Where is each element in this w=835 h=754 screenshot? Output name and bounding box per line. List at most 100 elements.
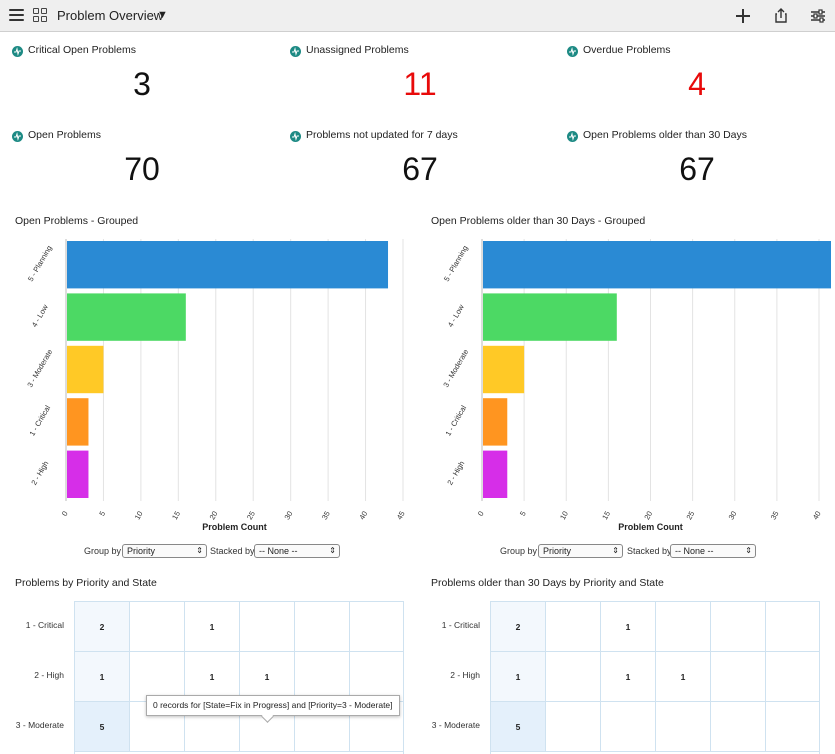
x-tick-label: 45	[395, 510, 407, 522]
score-activity-icon	[290, 46, 301, 57]
x-tick-label: 25	[245, 510, 257, 522]
dashboard-dropdown-caret-icon[interactable]: ▼	[157, 9, 168, 21]
score-value[interactable]: 67	[679, 151, 715, 187]
pivot-cell[interactable]	[349, 651, 404, 701]
group-by-select[interactable]: Priority ⇕	[122, 544, 207, 558]
y-tick-label: 2 - High	[29, 459, 50, 486]
pivot-row-label: 1 - Critical	[25, 620, 64, 630]
x-tick-label: 30	[282, 510, 294, 522]
pivot-cell[interactable]	[545, 601, 600, 651]
pivot-cell[interactable]	[239, 601, 294, 651]
pivot-cell[interactable]	[655, 601, 710, 651]
dashboard-grid-icon[interactable]	[33, 8, 47, 22]
pivot-cell[interactable]	[765, 651, 820, 701]
pivot-cell[interactable]	[765, 701, 820, 751]
bar-1-critical[interactable]	[67, 398, 89, 446]
bar-chart-open-problems: 0 5 10 15 20 25 30 35 40 45 5 - Planning 4 - Low 3 -…	[25, 239, 407, 532]
bar-1-critical[interactable]	[483, 398, 508, 446]
score-widget-overdue-problems[interactable]: Overdue Problems 4	[567, 44, 835, 114]
stacked-by-select[interactable]: -- None -- ⇕	[254, 544, 340, 558]
pivot-cell[interactable]	[129, 651, 184, 701]
score-widget-critical-open-problems[interactable]: Critical Open Problems 3	[12, 44, 282, 114]
score-label: Critical Open Problems	[28, 44, 136, 56]
pivot-cell[interactable]: 1	[74, 651, 129, 701]
pivot-cell[interactable]	[600, 701, 655, 751]
x-tick-label: 35	[320, 510, 332, 522]
bar-5-planning[interactable]	[67, 241, 389, 289]
pivot-cell[interactable]: 2	[74, 601, 129, 651]
pivot-cell[interactable]	[129, 601, 184, 651]
group-by-select[interactable]: Priority ⇕	[538, 544, 623, 558]
chart-title: Open Problems older than 30 Days - Group…	[431, 215, 646, 227]
pivot-cell[interactable]	[294, 601, 349, 651]
pivot-cell[interactable]	[545, 701, 600, 751]
pivot-cell[interactable]: 2	[490, 601, 545, 651]
pivot-cell[interactable]: 5	[74, 701, 129, 751]
pivot-cell[interactable]	[294, 651, 349, 701]
filter-settings-icon[interactable]	[807, 5, 829, 27]
x-tick-label: 15	[600, 510, 612, 522]
pivot-cell[interactable]	[545, 651, 600, 701]
pivot-next-row	[490, 751, 820, 754]
score-value[interactable]: 3	[133, 66, 151, 102]
pivot-cell[interactable]: 1	[490, 651, 545, 701]
bar-5-planning[interactable]	[483, 241, 831, 289]
pivot-cell[interactable]: 1	[184, 601, 239, 651]
pivot-table-priority-state: 1 - Critical 2 1 2 - High 1 1 1 3 - Moderate 5	[0, 600, 410, 754]
pivot-cell[interactable]: 1	[655, 651, 710, 701]
pivot-cell[interactable]: 1	[600, 651, 655, 701]
bar-3-moderate[interactable]	[483, 345, 525, 394]
score-label: Problems not updated for 7 days	[306, 129, 458, 141]
dashboard-title[interactable]: Problem Overview	[57, 8, 164, 23]
score-widget-open-problems[interactable]: Open Problems 70	[12, 129, 282, 199]
add-widget-icon[interactable]	[732, 5, 754, 27]
pivot-cell[interactable]: 1	[600, 601, 655, 651]
pivot-row-label: 1 - Critical	[441, 620, 480, 630]
pivot-tooltip: 0 records for [State=Fix in Progress] an…	[146, 695, 400, 716]
score-activity-icon	[567, 131, 578, 142]
score-value[interactable]: 67	[402, 151, 438, 187]
pivot-cell[interactable]	[710, 701, 765, 751]
score-activity-icon	[290, 131, 301, 142]
pivot-cell[interactable]: 1	[184, 651, 239, 701]
y-tick-label: 3 - Moderate	[441, 348, 470, 389]
x-tick-label: 25	[684, 510, 696, 522]
pivot-next-row	[74, 751, 404, 754]
bar-2-high[interactable]	[67, 450, 89, 498]
pivot-cell[interactable]	[349, 601, 404, 651]
pivot-cell[interactable]: 5	[490, 701, 545, 751]
pivot-row-label: 3 - Moderate	[15, 720, 64, 730]
bar-2-high[interactable]	[483, 450, 508, 498]
score-widget-not-updated-7-days[interactable]: Problems not updated for 7 days 67	[290, 129, 560, 199]
y-tick-label: 5 - Planning	[26, 244, 54, 283]
score-label: Open Problems older than 30 Days	[583, 129, 748, 141]
chart-title: Open Problems - Grouped	[15, 215, 139, 227]
share-icon[interactable]	[770, 5, 792, 27]
y-tick-label: 3 - Moderate	[25, 348, 54, 389]
pivot-row-label: 3 - Moderate	[431, 720, 480, 730]
score-value[interactable]: 4	[688, 66, 706, 102]
pivot-cell[interactable]: 1	[239, 651, 294, 701]
x-tick-label: 10	[558, 510, 570, 522]
pivot-cell[interactable]	[710, 651, 765, 701]
pivot-title: Problems older than 30 Days by Priority …	[431, 577, 664, 589]
hamburger-menu-icon[interactable]	[9, 9, 24, 22]
y-tick-label: 4 - Low	[30, 302, 50, 328]
score-widget-unassigned-problems[interactable]: Unassigned Problems 11	[290, 44, 560, 114]
pivot-cell[interactable]	[765, 601, 820, 651]
bar-4-low[interactable]	[483, 293, 617, 341]
pivot-cell[interactable]	[655, 701, 710, 751]
score-value[interactable]: 70	[124, 151, 160, 187]
stacked-by-select[interactable]: -- None -- ⇕	[670, 544, 756, 558]
x-axis-label: Problem Count	[202, 522, 267, 532]
score-widget-older-than-30-days[interactable]: Open Problems older than 30 Days 67	[567, 129, 835, 199]
bar-4-low[interactable]	[67, 293, 186, 341]
app-header: Problem Overview ▼	[0, 0, 835, 32]
x-tick-label: 40	[357, 510, 369, 522]
bar-3-moderate[interactable]	[67, 345, 104, 394]
pivot-title: Problems by Priority and State	[15, 577, 157, 589]
pivot-cell[interactable]	[710, 601, 765, 651]
y-tick-label: 2 - High	[445, 459, 466, 486]
score-value[interactable]: 11	[403, 66, 437, 102]
stacked-by-label: Stacked by	[627, 546, 672, 556]
